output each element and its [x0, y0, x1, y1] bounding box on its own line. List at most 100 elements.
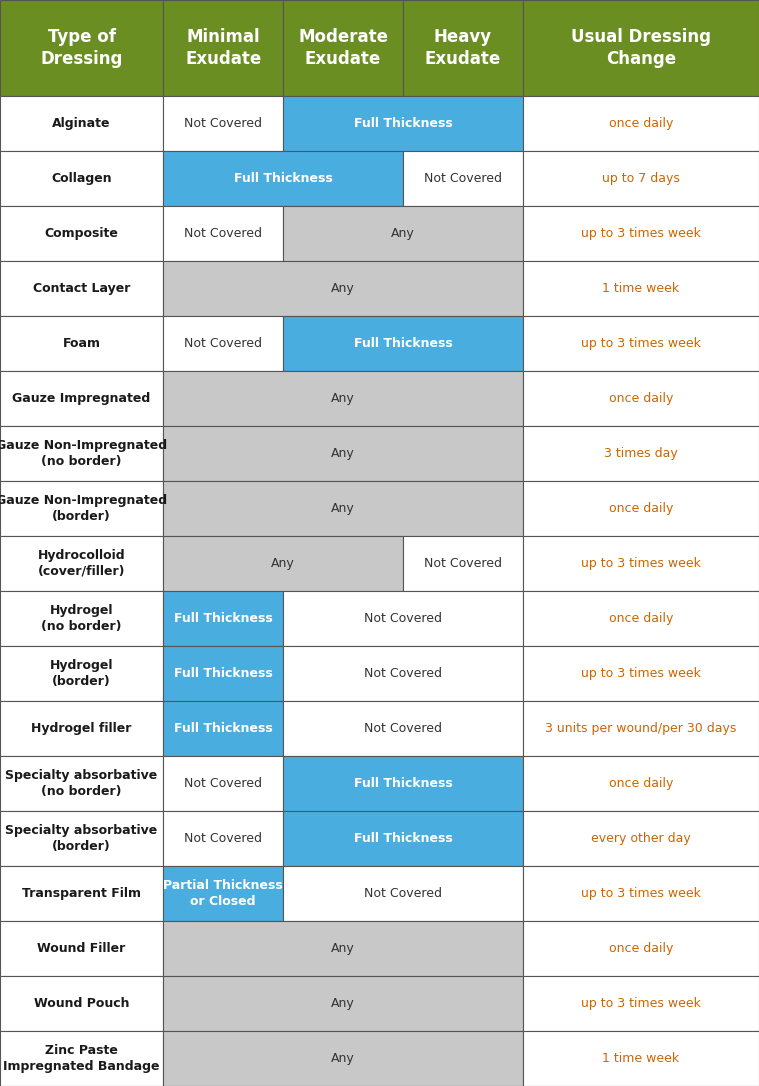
Text: once daily: once daily [609, 776, 673, 790]
Text: Composite: Composite [45, 227, 118, 240]
Bar [523, 535, 759, 591]
Bar [163, 426, 523, 481]
Text: up to 3 times week: up to 3 times week [581, 667, 701, 680]
Bar [283, 205, 523, 261]
Bar [523, 96, 759, 151]
Bar [523, 426, 759, 481]
Bar [283, 0, 403, 96]
Text: up to 3 times week: up to 3 times week [581, 997, 701, 1010]
Bar [523, 756, 759, 811]
Text: up to 7 days: up to 7 days [602, 172, 680, 185]
Bar [283, 316, 523, 370]
Bar [163, 646, 283, 700]
Text: Minimal
Exudate: Minimal Exudate [185, 27, 261, 68]
Text: once daily: once daily [609, 502, 673, 515]
Bar [523, 646, 759, 700]
Bar [163, 96, 283, 151]
Text: Full Thickness: Full Thickness [174, 667, 272, 680]
Text: Partial Thickness
or Closed: Partial Thickness or Closed [163, 879, 283, 908]
Bar [0, 205, 163, 261]
Text: Gauze Non-Impregnated
(border): Gauze Non-Impregnated (border) [0, 494, 167, 522]
Text: 1 time week: 1 time week [603, 1052, 679, 1065]
Bar [283, 591, 523, 646]
Text: Not Covered: Not Covered [424, 172, 502, 185]
Bar [283, 96, 523, 151]
Text: Any: Any [271, 557, 295, 570]
Bar [0, 811, 163, 866]
Text: Any: Any [391, 227, 415, 240]
Text: Gauze Non-Impregnated
(no border): Gauze Non-Impregnated (no border) [0, 439, 167, 468]
Bar [163, 535, 403, 591]
Text: Alginate: Alginate [52, 116, 111, 129]
Text: Any: Any [331, 281, 355, 294]
Text: once daily: once daily [609, 611, 673, 624]
Text: Hydrogel filler: Hydrogel filler [31, 722, 132, 735]
Text: Usual Dressing
Change: Usual Dressing Change [571, 27, 711, 68]
Bar [523, 261, 759, 316]
Bar [163, 0, 283, 96]
Bar [0, 1031, 163, 1086]
Text: Collagen: Collagen [52, 172, 112, 185]
Bar [0, 0, 163, 96]
Text: Not Covered: Not Covered [424, 557, 502, 570]
Text: Wound Pouch: Wound Pouch [34, 997, 129, 1010]
Bar [163, 811, 283, 866]
Text: Wound Filler: Wound Filler [37, 942, 126, 955]
Bar [523, 591, 759, 646]
Bar [0, 535, 163, 591]
Text: Not Covered: Not Covered [184, 776, 262, 790]
Text: up to 3 times week: up to 3 times week [581, 337, 701, 350]
Bar [163, 976, 523, 1031]
Text: once daily: once daily [609, 942, 673, 955]
Text: Not Covered: Not Covered [364, 887, 442, 900]
Bar [403, 535, 523, 591]
Bar [0, 261, 163, 316]
Text: Full Thickness: Full Thickness [174, 722, 272, 735]
Text: Full Thickness: Full Thickness [174, 611, 272, 624]
Text: Full Thickness: Full Thickness [354, 776, 452, 790]
Text: Type of
Dressing: Type of Dressing [40, 27, 123, 68]
Text: Not Covered: Not Covered [364, 611, 442, 624]
Text: once daily: once daily [609, 116, 673, 129]
Bar [403, 151, 523, 205]
Text: Gauze Impregnated: Gauze Impregnated [12, 392, 151, 405]
Text: Full Thickness: Full Thickness [354, 832, 452, 845]
Bar [523, 976, 759, 1031]
Text: Not Covered: Not Covered [184, 337, 262, 350]
Bar [283, 756, 523, 811]
Bar [0, 646, 163, 700]
Bar [523, 151, 759, 205]
Text: Not Covered: Not Covered [184, 116, 262, 129]
Bar [283, 646, 523, 700]
Bar [0, 976, 163, 1031]
Bar [0, 426, 163, 481]
Bar [523, 481, 759, 535]
Bar [0, 591, 163, 646]
Text: Heavy
Exudate: Heavy Exudate [425, 27, 501, 68]
Bar [0, 151, 163, 205]
Bar [523, 370, 759, 426]
Bar [163, 151, 403, 205]
Bar [523, 921, 759, 976]
Text: Hydrocolloid
(cover/filler): Hydrocolloid (cover/filler) [38, 548, 125, 578]
Text: Foam: Foam [62, 337, 101, 350]
Text: up to 3 times week: up to 3 times week [581, 227, 701, 240]
Text: Any: Any [331, 942, 355, 955]
Bar [163, 591, 283, 646]
Text: Hydrogel
(border): Hydrogel (border) [50, 659, 113, 687]
Text: Hydrogel
(no border): Hydrogel (no border) [41, 604, 122, 633]
Bar [0, 866, 163, 921]
Bar [403, 0, 523, 96]
Text: 3 units per wound/per 30 days: 3 units per wound/per 30 days [545, 722, 737, 735]
Bar [0, 316, 163, 370]
Bar [523, 811, 759, 866]
Bar [163, 261, 523, 316]
Bar [0, 700, 163, 756]
Text: Any: Any [331, 446, 355, 459]
Bar [523, 0, 759, 96]
Text: Specialty absorbative
(border): Specialty absorbative (border) [5, 824, 158, 853]
Bar [163, 1031, 523, 1086]
Text: Full Thickness: Full Thickness [354, 337, 452, 350]
Bar [523, 700, 759, 756]
Bar [163, 205, 283, 261]
